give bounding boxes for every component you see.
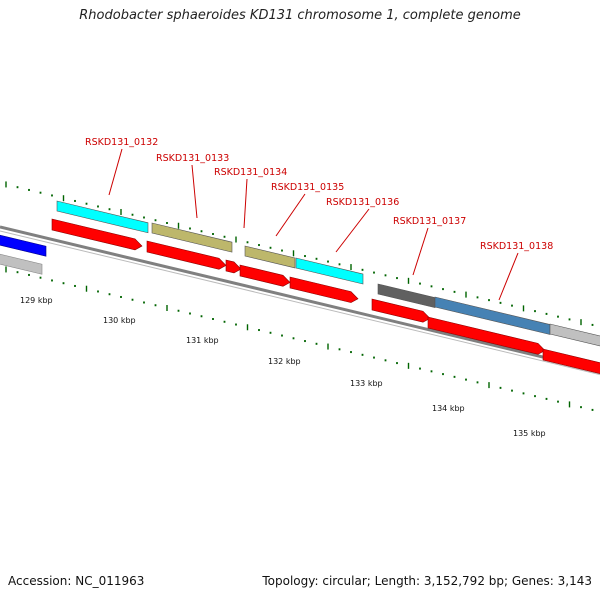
gene-leader-line (335, 208, 370, 253)
backbone-line (0, 225, 600, 373)
cds-arrow (289, 276, 359, 303)
feature-block (0, 234, 47, 257)
cds-arrow (371, 298, 431, 323)
scale-label: 130 kbp (103, 316, 136, 325)
feature-block (377, 283, 436, 309)
cds-arrow (146, 240, 227, 270)
accession-text: Accession: NC_011963 (8, 574, 145, 588)
feature-block (244, 245, 296, 269)
feature-block (295, 257, 364, 285)
scale-label: 134 kbp (432, 404, 465, 413)
feature-track (0, 200, 600, 347)
feature-block (56, 200, 149, 234)
gene-label: RSKD131_0134 (214, 167, 287, 178)
gene-label: RSKD131_0138 (480, 241, 553, 252)
gene-leader-line (243, 178, 248, 229)
gene-leader-line (498, 252, 519, 301)
scale-label: 135 kbp (513, 429, 546, 438)
cds-arrow (51, 218, 143, 251)
cds-arrow (542, 348, 600, 374)
feature-block (0, 253, 43, 275)
gene-labels: RSKD131_0132 RSKD131_0133 RSKD131_0134 RSKD… (85, 137, 553, 301)
scale-label: 131 kbp (186, 336, 219, 345)
scale-label: 129 kbp (20, 296, 53, 305)
cds-arrow (239, 264, 291, 287)
map-title: Rhodobacter sphaeroides KD131 chromosome… (79, 8, 521, 23)
genome-summary-text: Topology: circular; Length: 3,152,792 bp… (262, 574, 592, 588)
gene-leader-line (275, 193, 306, 237)
gene-leader-line (108, 148, 123, 196)
backbone-edge (0, 230, 600, 376)
scale-label: 132 kbp (268, 357, 301, 366)
gene-leader-line (191, 164, 198, 219)
cds-track (51, 218, 600, 374)
gene-label: RSKD131_0137 (393, 216, 466, 227)
gene-label: RSKD131_0133 (156, 153, 229, 164)
scale-label: 133 kbp (350, 379, 383, 388)
scale-ticks: 129 kbp 130 kbp 131 kbp 132 kbp 133 kbp 134 k… (5, 181, 594, 438)
feature-block (434, 296, 551, 335)
cds-arrow (225, 259, 242, 274)
cds-arrow (427, 316, 546, 355)
feature-block (151, 222, 233, 253)
gene-leader-line (412, 227, 429, 276)
genome-backbone (0, 225, 600, 376)
feature-block (549, 323, 600, 347)
gene-label: RSKD131_0132 (85, 137, 158, 148)
gene-label: RSKD131_0135 (271, 182, 344, 193)
gene-label: RSKD131_0136 (326, 197, 399, 208)
